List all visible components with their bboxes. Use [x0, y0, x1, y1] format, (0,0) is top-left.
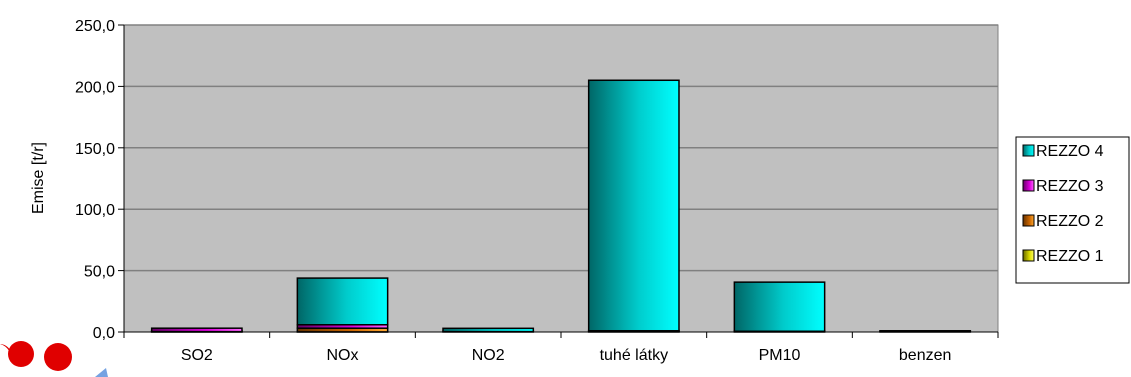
- bar-rezzo-4: [442, 327, 535, 333]
- bar-rezzo-3: [150, 327, 243, 333]
- legend-swatch: [1022, 214, 1035, 227]
- x-tick-label: PM10: [759, 347, 801, 364]
- plot-area: [123, 24, 999, 333]
- bar-rezzo-4: [296, 277, 389, 326]
- legend-entry: REZZO 1: [1036, 248, 1104, 265]
- legend-entry: REZZO 2: [1036, 213, 1104, 230]
- legend-entry: REZZO 4: [1036, 143, 1104, 160]
- bar-rezzo-4: [733, 281, 826, 333]
- bar-rezzo-4: [587, 79, 680, 332]
- legend-swatch: [1022, 179, 1035, 192]
- x-tick-label: NO2: [472, 347, 505, 364]
- legend-box: [1015, 136, 1130, 284]
- legend-swatch: [1022, 249, 1035, 262]
- x-tick-label: NOx: [327, 347, 359, 364]
- x-tick-label: SO2: [181, 347, 213, 364]
- gridlines: [124, 24, 998, 272]
- axes: [118, 24, 999, 338]
- y-tick-label: 150,0: [75, 141, 115, 158]
- y-tick-labels: 0,0 50,0 100,0 150,0 200,0 250,0: [75, 18, 115, 342]
- legend: REZZO 4 REZZO 3 REZZO 2 REZZO 1: [1015, 136, 1130, 284]
- y-axis-label: Emise [t/r]: [30, 142, 47, 214]
- y-tick-label: 100,0: [75, 202, 115, 219]
- y-tick-label: 200,0: [75, 79, 115, 96]
- y-tick-label: 50,0: [84, 264, 115, 281]
- legend-swatch: [1022, 144, 1035, 157]
- logo-icon: [0, 341, 108, 377]
- x-tick-label: benzen: [899, 347, 952, 364]
- legend-entry: REZZO 3: [1036, 178, 1104, 195]
- x-tick-labels: SO2 NOx NO2 tuhé látky PM10 benzen: [181, 347, 952, 364]
- y-tick-label: 0,0: [93, 325, 115, 342]
- x-tick-label: tuhé látky: [600, 347, 668, 364]
- y-tick-label: 250,0: [75, 18, 115, 35]
